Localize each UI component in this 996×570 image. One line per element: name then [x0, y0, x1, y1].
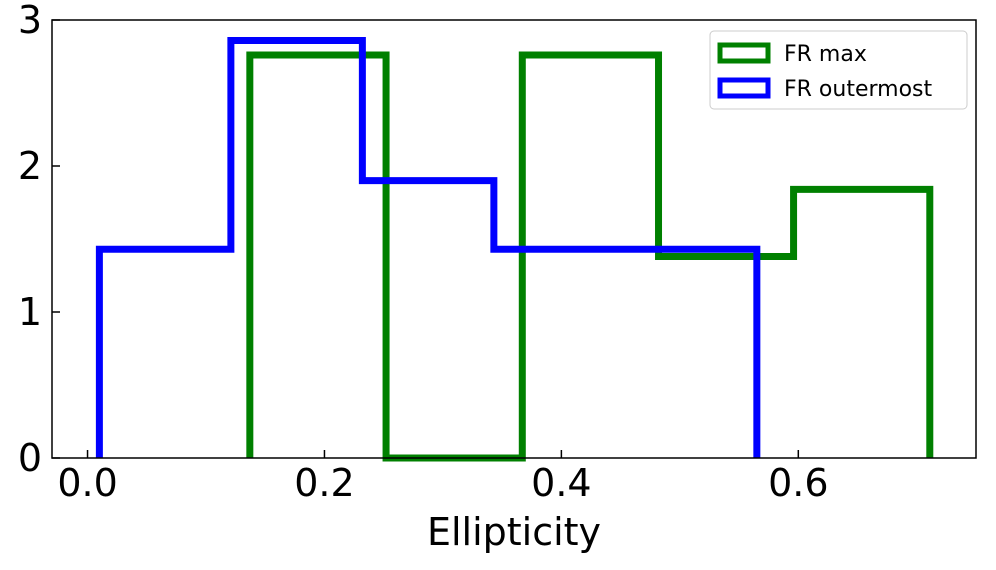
legend: FR max FR outermost [709, 30, 968, 110]
x-tick-label: 0.2 [294, 461, 354, 505]
series-outline-fr-max [246, 51, 934, 462]
legend-label: FR max [784, 42, 867, 67]
axis-ticks: 0.0 0.2 0.4 0.6 0 1 2 3 [18, 0, 829, 505]
x-tick-label: 0.6 [768, 461, 828, 505]
histogram-series [95, 36, 934, 462]
legend-label: FR outermost [784, 77, 933, 102]
y-tick-label: 2 [18, 144, 42, 188]
legend-swatch [717, 42, 771, 64]
legend-swatch [717, 77, 771, 99]
y-tick-label: 1 [18, 290, 42, 334]
x-tick-label: 0.0 [57, 461, 117, 505]
x-tick-label: 0.4 [531, 461, 591, 505]
legend-box [709, 30, 968, 110]
y-tick-label: 0 [18, 436, 42, 480]
series-outline-fr-outermost [95, 36, 761, 458]
y-tick-label: 3 [18, 0, 42, 42]
x-axis-label: Ellipticity [427, 510, 601, 554]
axes-frame [51, 19, 977, 459]
